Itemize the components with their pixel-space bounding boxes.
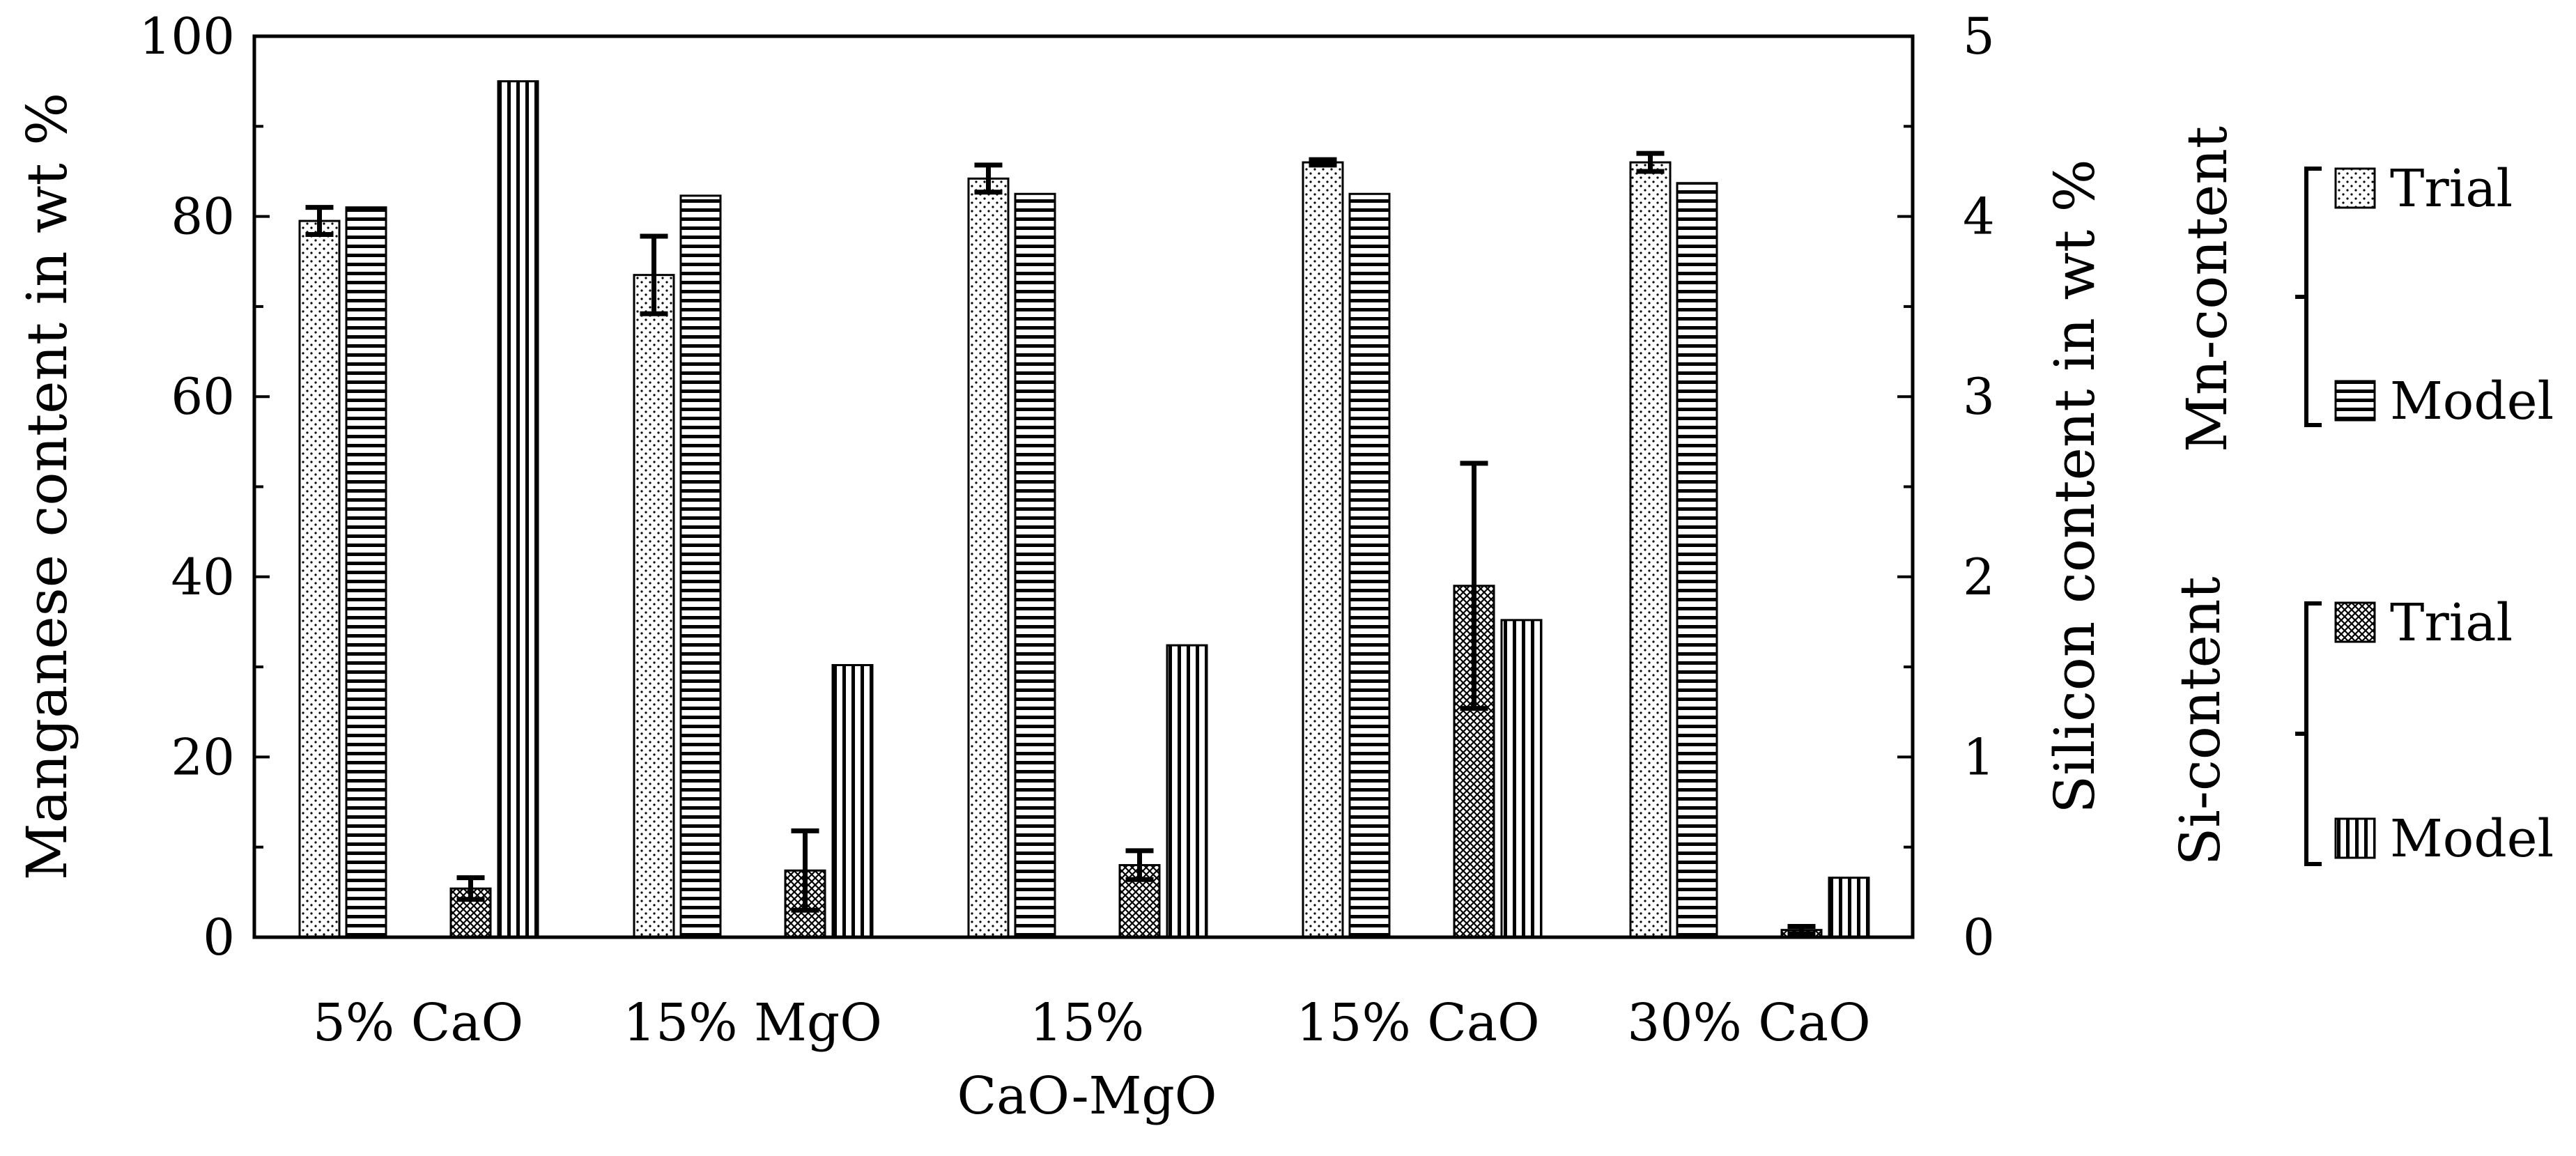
legend-entry-label: Model (2390, 809, 2554, 869)
bar-mn-contentmodel (1348, 192, 1391, 939)
y-right-tick-label: 4 (1963, 187, 1995, 246)
y-left-tick-label: 60 (171, 367, 235, 426)
legend-entry-label: Trial (2390, 159, 2513, 219)
error-bar (791, 828, 819, 913)
bar-mn-contentmodel (345, 206, 387, 939)
legend-bracket (2295, 601, 2322, 866)
y-right-tick-label: 0 (1963, 908, 1995, 966)
bar-mn-contenttrial (1302, 161, 1344, 939)
error-bar (1125, 848, 1154, 882)
legend-swatch (2334, 380, 2376, 422)
error-bar (1636, 151, 1665, 174)
x-category-label: 15% (1030, 993, 1144, 1053)
bar-si-contenttrial (1453, 585, 1495, 939)
error-bar (1309, 157, 1337, 168)
error-bar (1787, 923, 1816, 937)
bar-si-contentmodel (1828, 877, 1870, 939)
y-right-tick-label: 5 (1963, 7, 1995, 65)
legend-group-title: Mn-content (2175, 126, 2239, 452)
bar-si-contentmodel (1166, 644, 1208, 939)
bar-mn-contenttrial (1629, 161, 1672, 939)
x-category-label: 15% CaO (1296, 993, 1539, 1053)
error-bar (305, 205, 334, 237)
bar-si-contentmodel (831, 664, 874, 939)
y-right-tick-label: 3 (1963, 367, 1995, 426)
y-left-axis-label: Manganese content in wt % (15, 93, 79, 880)
y-left-tick-label: 40 (171, 548, 235, 606)
y-left-tick-label: 0 (203, 908, 235, 966)
legend-swatch (2334, 167, 2376, 209)
bar-mn-contentmodel (679, 194, 722, 939)
y-left-tick-label: 100 (139, 7, 235, 65)
bar-mn-contentmodel (1676, 182, 1718, 939)
error-bar (640, 233, 668, 316)
x-category-label: 15% MgO (623, 993, 882, 1053)
bar-si-contentmodel (1500, 619, 1543, 939)
y-right-tick-label: 1 (1963, 727, 1995, 786)
y-right-tick-label: 2 (1963, 548, 1995, 606)
legend-entry-label: Model (2390, 371, 2554, 431)
y-left-tick-label: 80 (171, 187, 235, 246)
error-bar (974, 162, 1003, 195)
bar-mn-contenttrial (298, 219, 341, 939)
legend-swatch (2334, 601, 2376, 643)
bar-si-contentmodel (497, 80, 539, 939)
error-bar (1460, 461, 1488, 711)
bar-mn-contentmodel (1014, 192, 1056, 939)
error-bar (456, 875, 485, 902)
x-category-label: 5% CaO (313, 993, 523, 1053)
legend-group-title: Si-content (2168, 576, 2232, 865)
y-right-axis-label: Silicon content in wt % (2042, 159, 2107, 813)
bar-mn-contenttrial (967, 177, 1010, 939)
y-left-tick-label: 20 (171, 727, 235, 786)
x-category-label: CaO-MgO (957, 1066, 1217, 1126)
legend-bracket (2295, 167, 2322, 427)
legend-entry-label: Trial (2390, 593, 2513, 653)
x-category-label: 30% CaO (1627, 993, 1870, 1053)
legend-swatch (2334, 817, 2376, 859)
bar-mn-contenttrial (633, 274, 675, 939)
